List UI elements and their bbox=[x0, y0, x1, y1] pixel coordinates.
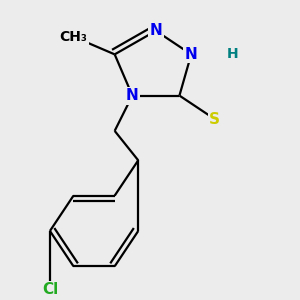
Text: Cl: Cl bbox=[42, 282, 58, 297]
Text: N: N bbox=[149, 23, 162, 38]
Text: H: H bbox=[226, 47, 238, 61]
Text: S: S bbox=[209, 112, 220, 127]
Text: N: N bbox=[126, 88, 139, 103]
Text: N: N bbox=[185, 47, 198, 62]
Text: CH₃: CH₃ bbox=[59, 30, 87, 44]
